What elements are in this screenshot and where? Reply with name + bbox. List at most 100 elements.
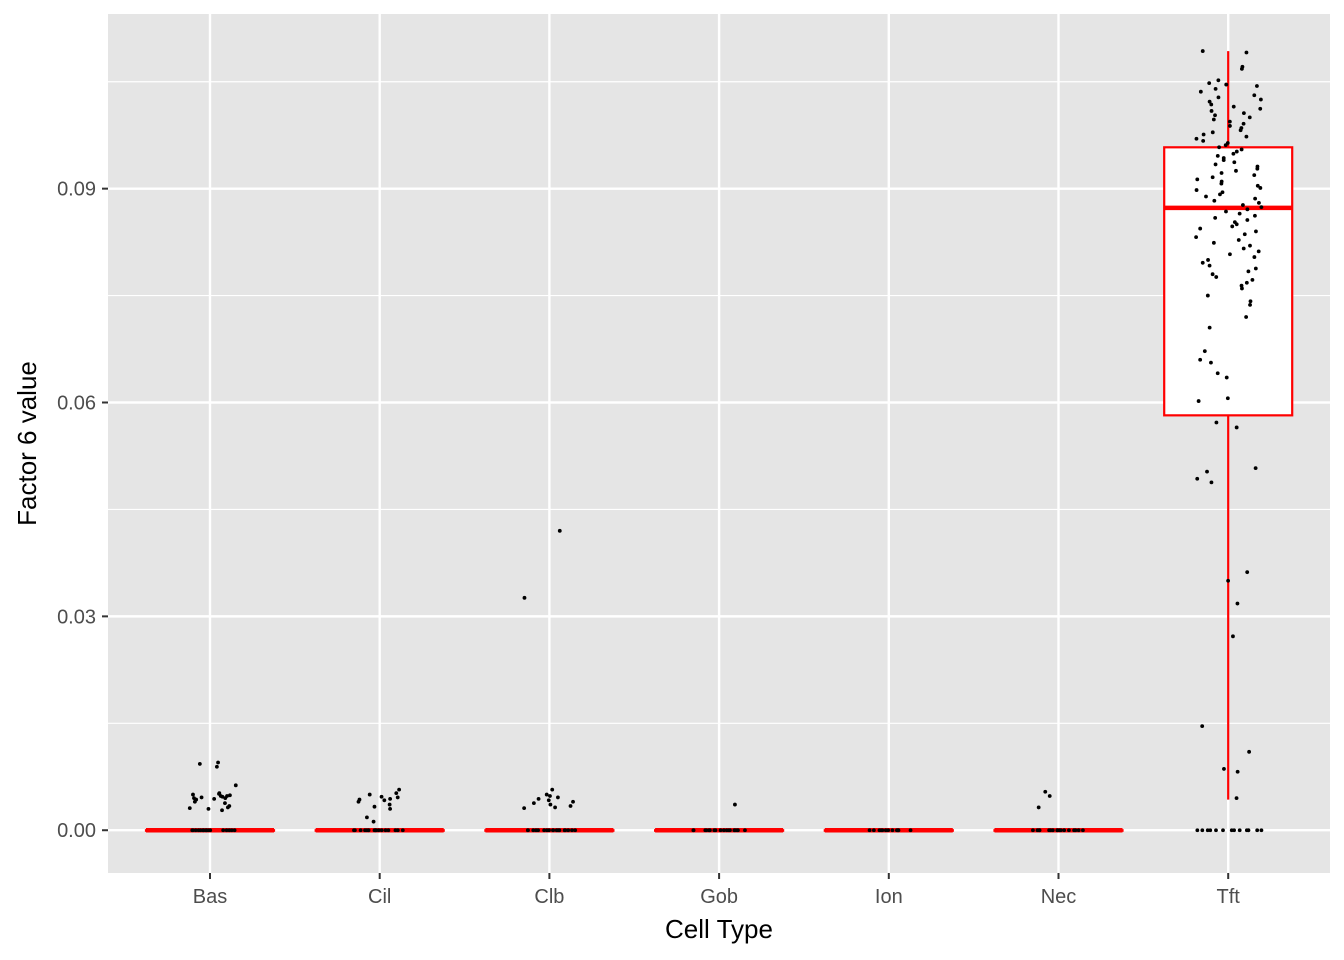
- data-point: [1228, 124, 1232, 128]
- data-point: [1253, 213, 1257, 218]
- data-point: [228, 793, 232, 798]
- data-point: [896, 828, 901, 833]
- data-point: [546, 798, 551, 803]
- data-point: [1255, 84, 1259, 88]
- data-point: [545, 828, 549, 833]
- data-point: [1255, 828, 1260, 833]
- data-point: [551, 828, 556, 833]
- data-point: [1215, 371, 1220, 376]
- data-point: [1253, 196, 1258, 201]
- data-point: [1253, 266, 1258, 271]
- data-point: [356, 799, 361, 804]
- data-point: [193, 828, 198, 833]
- data-point: [371, 819, 376, 824]
- data-point: [1198, 357, 1203, 362]
- data-point: [216, 760, 220, 765]
- data-point: [199, 795, 204, 800]
- data-point: [1252, 93, 1257, 98]
- data-point: [557, 528, 562, 533]
- x-tick-label: Ion: [875, 886, 903, 908]
- data-point: [1225, 396, 1230, 401]
- data-point: [1244, 50, 1249, 55]
- data-point: [1235, 769, 1240, 774]
- x-tick-label: Bas: [193, 886, 227, 908]
- data-point: [1232, 160, 1237, 165]
- data-point: [1207, 325, 1212, 330]
- data-point: [1234, 149, 1239, 154]
- points-bas: [187, 760, 238, 833]
- data-point: [1245, 218, 1250, 222]
- data-point: [534, 828, 538, 833]
- data-point: [1237, 211, 1242, 216]
- points-nec: [1031, 789, 1085, 833]
- data-point: [400, 828, 405, 833]
- data-point: [1258, 97, 1263, 102]
- data-point: [1031, 828, 1035, 833]
- data-point: [1257, 201, 1261, 205]
- data-point: [566, 828, 571, 833]
- data-point: [201, 828, 206, 833]
- y-axis: 0.00 0.03 0.06 0.09: [57, 179, 108, 842]
- data-point: [366, 828, 371, 833]
- data-point: [1219, 171, 1224, 175]
- data-point: [388, 806, 392, 811]
- data-point: [1210, 130, 1215, 135]
- y-tick-label: 0.00: [57, 820, 96, 842]
- x-tick-label: Nec: [1041, 886, 1077, 908]
- data-point: [373, 828, 378, 833]
- data-point: [358, 828, 363, 833]
- data-point: [1067, 828, 1071, 833]
- points-tft: [1194, 49, 1264, 833]
- data-point: [220, 808, 224, 813]
- data-point: [1254, 229, 1258, 234]
- data-point: [1239, 283, 1244, 288]
- data-point: [1223, 143, 1228, 148]
- data-point: [570, 828, 574, 833]
- data-point: [880, 828, 885, 833]
- data-point: [1255, 183, 1260, 188]
- data-point: [386, 828, 391, 833]
- data-point: [1239, 147, 1244, 152]
- data-point: [1201, 132, 1206, 137]
- data-point: [1206, 258, 1210, 262]
- data-point: [198, 828, 203, 833]
- data-point: [1222, 767, 1226, 771]
- data-point: [1055, 828, 1060, 833]
- data-point: [1195, 828, 1200, 833]
- data-point: [536, 796, 541, 801]
- data-point: [1216, 78, 1221, 83]
- data-point: [1247, 115, 1252, 120]
- data-point: [1219, 181, 1224, 186]
- data-point: [573, 828, 578, 833]
- data-point: [397, 787, 402, 792]
- data-point: [388, 796, 393, 801]
- data-point: [544, 792, 549, 797]
- data-point: [1205, 293, 1210, 298]
- data-point: [1214, 420, 1219, 425]
- data-point: [1217, 145, 1222, 150]
- data-point: [233, 783, 238, 788]
- data-point: [227, 828, 232, 833]
- data-point: [1240, 286, 1244, 291]
- data-point: [1211, 117, 1216, 122]
- x-axis: Bas Cil Clb Gob Ion Nec Tft: [193, 873, 1240, 908]
- data-point: [568, 804, 573, 808]
- data-point: [1220, 190, 1225, 195]
- data-point: [204, 828, 209, 833]
- data-point: [1239, 66, 1244, 71]
- y-tick-label: 0.03: [57, 606, 96, 628]
- data-point: [908, 828, 913, 833]
- data-point: [1062, 828, 1067, 833]
- data-point: [1221, 828, 1225, 833]
- data-point: [220, 794, 225, 799]
- data-point: [1244, 280, 1249, 285]
- data-point: [1231, 104, 1236, 109]
- data-point: [1207, 81, 1212, 86]
- data-point: [367, 792, 372, 797]
- data-point: [223, 796, 228, 801]
- data-point: [721, 828, 726, 833]
- data-point: [1215, 153, 1220, 158]
- data-point: [1238, 128, 1243, 133]
- data-point: [379, 828, 384, 833]
- data-point: [214, 764, 219, 769]
